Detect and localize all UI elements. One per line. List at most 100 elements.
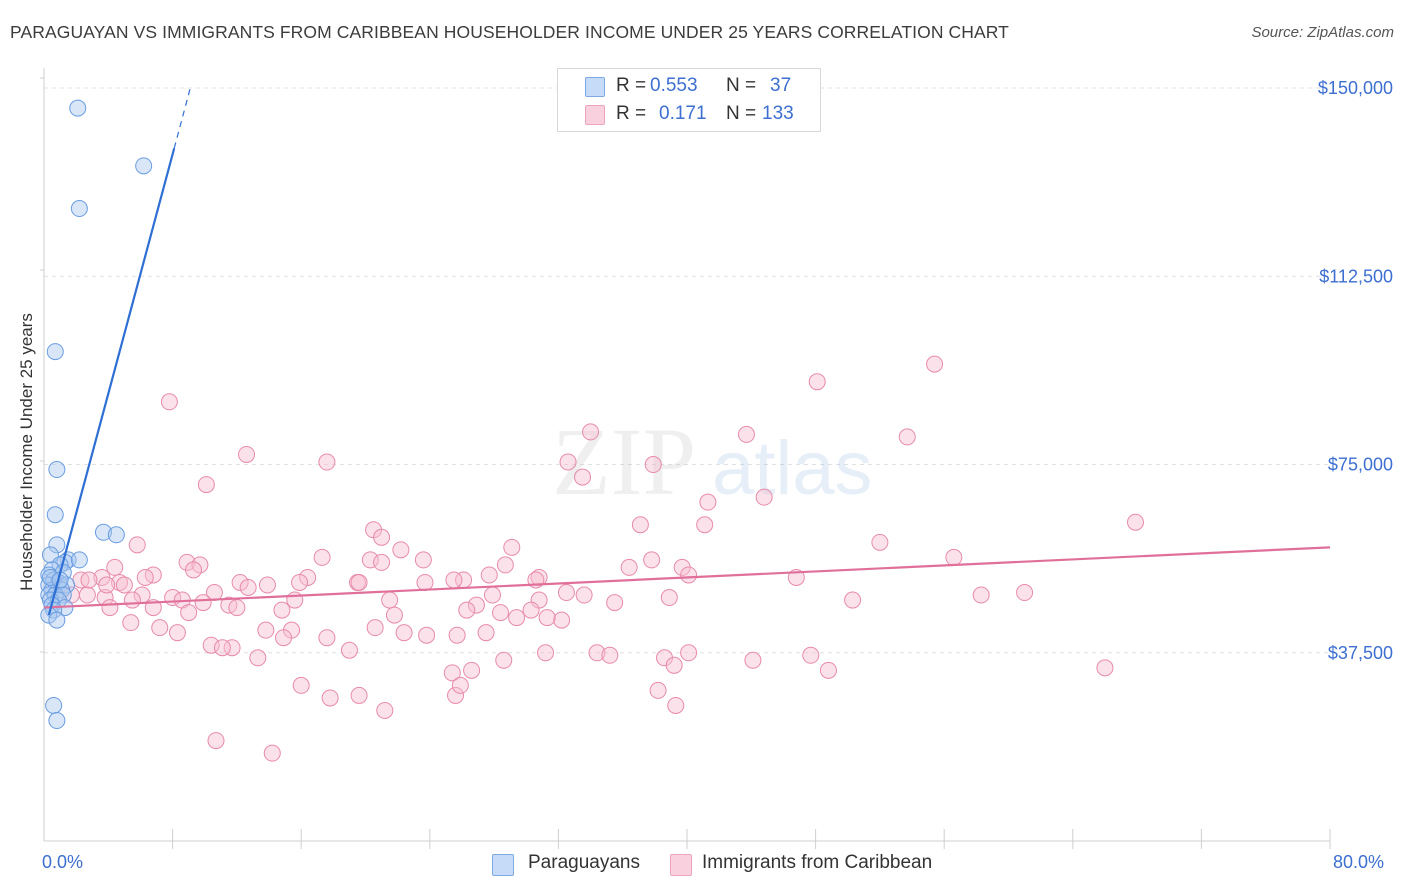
data-point-caribbean <box>180 604 198 622</box>
data-point-caribbean <box>299 568 317 586</box>
data-point-caribbean <box>395 624 413 642</box>
data-point-paraguayan <box>135 157 153 175</box>
legend-swatch-pink <box>585 105 605 125</box>
data-point-caribbean <box>667 696 685 714</box>
data-point-caribbean <box>508 609 526 627</box>
chart-title: PARAGUAYAN VS IMMIGRANTS FROM CARIBBEAN … <box>10 22 1009 42</box>
data-point-caribbean <box>1016 584 1034 602</box>
series-paraguayans-points <box>40 99 153 730</box>
trend-lines <box>43 87 1331 616</box>
data-point-caribbean <box>557 584 575 602</box>
data-point-caribbean <box>340 641 358 659</box>
data-point-caribbean <box>448 626 466 644</box>
data-point-caribbean <box>373 528 391 546</box>
data-point-caribbean <box>631 516 649 534</box>
legend-row-paraguayans: R = 0.553 N = 37 <box>558 73 820 101</box>
data-point-caribbean <box>871 533 889 551</box>
data-point-caribbean <box>292 676 310 694</box>
data-point-caribbean <box>537 644 555 662</box>
data-point-caribbean <box>213 639 231 657</box>
data-point-caribbean <box>588 644 606 662</box>
data-point-caribbean <box>467 596 485 614</box>
data-point-caribbean <box>80 571 98 589</box>
bottom-legend-label: Immigrants from Caribbean <box>702 852 933 873</box>
y-tick-label: $150,000 <box>1318 78 1393 98</box>
data-point-caribbean <box>257 621 275 639</box>
data-point-paraguayan <box>70 551 88 569</box>
watermark-atlas: atlas <box>712 426 873 511</box>
data-point-caribbean <box>443 664 461 682</box>
legend-n-label: N = <box>726 103 757 124</box>
data-point-caribbean <box>606 594 624 612</box>
bottom-legend-label: Paraguayans <box>528 852 640 873</box>
data-point-caribbean <box>477 624 495 642</box>
data-point-caribbean <box>184 561 202 579</box>
data-point-caribbean <box>151 619 169 637</box>
legend-n-value: 133 <box>762 103 794 124</box>
data-point-paraguayan <box>107 526 125 544</box>
data-point-caribbean <box>111 573 129 591</box>
data-point-caribbean <box>522 601 540 619</box>
data-point-caribbean <box>445 571 463 589</box>
bottom-legend-paraguayans: Paraguayans <box>492 852 672 876</box>
data-point-caribbean <box>451 676 469 694</box>
data-point-caribbean <box>273 601 291 619</box>
data-point-caribbean <box>808 373 826 391</box>
x-tick-max: 80.0% <box>1333 852 1385 872</box>
data-point-caribbean <box>197 476 215 494</box>
data-point-caribbean <box>665 656 683 674</box>
data-point-caribbean <box>553 611 571 629</box>
legend-r-label: R = <box>616 103 647 124</box>
data-point-paraguayan <box>94 523 112 541</box>
legend-r-value: 0.553 <box>650 75 698 96</box>
data-point-paraguayan <box>48 712 66 730</box>
legend-n-value: 37 <box>770 75 792 96</box>
data-point-caribbean <box>495 651 513 669</box>
data-point-caribbean <box>321 689 339 707</box>
data-point-paraguayan <box>48 611 66 629</box>
data-point-caribbean <box>418 626 436 644</box>
trend-line-paraguayans <box>47 147 176 616</box>
data-point-caribbean <box>123 591 141 609</box>
legend-n-label: N = <box>726 75 757 96</box>
data-point-caribbean <box>318 453 336 471</box>
data-point-caribbean <box>98 576 116 594</box>
data-point-caribbean <box>361 551 379 569</box>
data-point-caribbean <box>207 732 225 750</box>
data-point-caribbean <box>744 651 762 669</box>
data-point-caribbean <box>680 566 698 584</box>
data-point-caribbean <box>275 629 293 647</box>
data-point-caribbean <box>463 661 481 679</box>
data-point-caribbean <box>414 551 432 569</box>
data-point-paraguayan <box>46 506 64 524</box>
data-point-caribbean <box>381 591 399 609</box>
data-point-caribbean <box>575 586 593 604</box>
data-point-caribbean <box>136 568 154 586</box>
data-point-caribbean <box>168 624 186 642</box>
data-point-caribbean <box>1096 659 1114 677</box>
data-point-caribbean <box>160 393 178 411</box>
data-point-paraguayan <box>46 343 64 361</box>
data-point-caribbean <box>228 599 246 617</box>
data-point-caribbean <box>680 644 698 662</box>
data-point-caribbean <box>350 573 368 591</box>
data-point-caribbean <box>115 576 133 594</box>
data-point-caribbean <box>286 591 304 609</box>
legend: R = 0.553 N = 37 R = 0.171 N = 133 <box>557 68 821 132</box>
data-point-caribbean <box>802 646 820 664</box>
data-point-caribbean <box>194 594 212 612</box>
data-point-caribbean <box>480 566 498 584</box>
data-point-caribbean <box>503 538 521 556</box>
data-point-caribbean <box>101 599 119 617</box>
data-point-caribbean <box>755 488 773 506</box>
data-point-caribbean <box>644 456 662 474</box>
x-tick-min: 0.0% <box>42 852 84 872</box>
data-point-caribbean <box>373 553 391 571</box>
legend-swatch-blue <box>585 77 605 97</box>
bottom-legend-swatch-blue <box>492 854 514 876</box>
data-point-caribbean <box>447 686 465 704</box>
y-axis-label: Householder Income Under 25 years <box>17 313 36 591</box>
data-point-caribbean <box>231 573 249 591</box>
y-tick-labels: $37,500 $75,000 $112,500 $150,000 <box>1318 78 1393 663</box>
